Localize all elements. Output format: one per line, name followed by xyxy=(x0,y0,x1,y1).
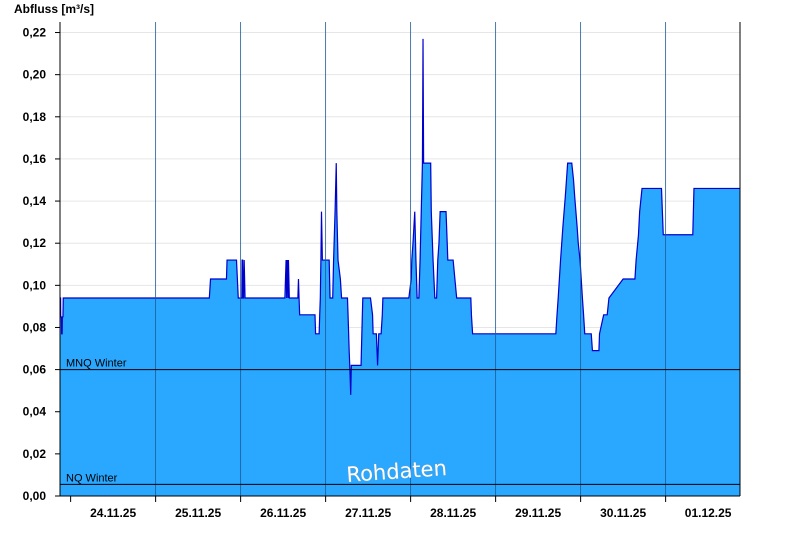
axes-layer: 0,00 0,02 0,04 0,06 0,08 0,10 0,12 0,14 0,16 0,18… xyxy=(23,22,741,520)
x-tick-label: 28.11.25 xyxy=(430,506,476,520)
reference-lines-layer: MNQ Winter NQ Winter xyxy=(60,358,740,485)
y-tick-label: 0,18 xyxy=(23,110,47,124)
y-tick-label: 0,16 xyxy=(23,152,47,166)
x-tick-label: 29.11.25 xyxy=(515,506,561,520)
y-tick-label: 0,14 xyxy=(23,194,47,208)
x-tick-label: 24.11.25 xyxy=(90,506,136,520)
y-tick-label: 0,10 xyxy=(23,278,47,292)
y-tick-label: 0,04 xyxy=(23,405,47,419)
y-tick-label: 0,02 xyxy=(23,447,47,461)
reference-line-label: MNQ Winter xyxy=(66,358,127,370)
x-tick-label: 01.12.25 xyxy=(685,506,732,520)
y-tick-label: 0,20 xyxy=(23,68,47,82)
y-tick-label: 0,00 xyxy=(23,489,47,503)
x-tick-label: 26.11.25 xyxy=(260,506,306,520)
x-tick-label: 30.11.25 xyxy=(600,506,646,520)
plot-layer xyxy=(59,22,740,496)
y-tick-label: 0,22 xyxy=(23,26,47,40)
y-tick-label: 0,08 xyxy=(23,320,47,334)
reference-line-label: NQ Winter xyxy=(66,472,118,484)
watermark-label: Rohdaten xyxy=(346,456,448,487)
y-axis-title: Abfluss [m³/s] xyxy=(14,2,94,16)
discharge-area xyxy=(60,38,740,496)
x-tick-label: 25.11.25 xyxy=(175,506,221,520)
y-tick-label: 0,12 xyxy=(23,236,47,250)
discharge-line xyxy=(59,38,740,395)
x-tick-label: 27.11.25 xyxy=(345,506,391,520)
y-tick-label: 0,06 xyxy=(23,363,47,377)
